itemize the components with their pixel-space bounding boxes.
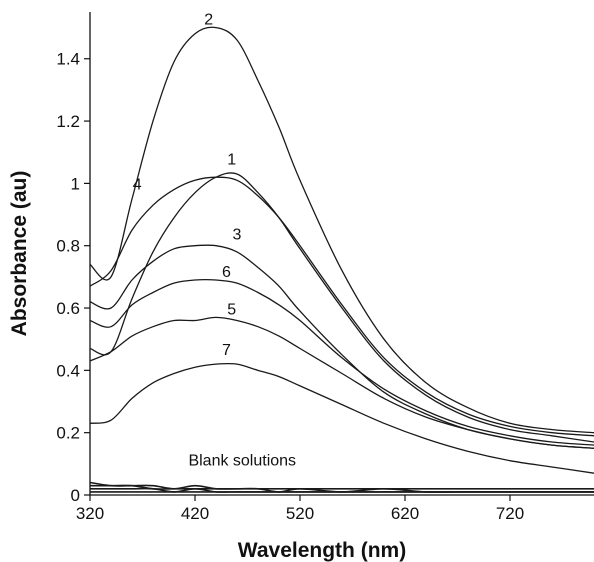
series-4-line xyxy=(89,176,594,437)
series-4-label: 4 xyxy=(133,177,142,194)
series-7-label: 7 xyxy=(222,342,231,359)
x-tick-label: 620 xyxy=(391,504,419,523)
y-ticks: 0 0.2 0.4 0.6 0.8 1 1.2 1.4 xyxy=(56,50,90,505)
y-tick-label: 1.4 xyxy=(56,50,80,69)
blank-solutions-annotation: Blank solutions xyxy=(188,452,296,469)
x-axis-title: Wavelength (nm) xyxy=(238,539,406,562)
series-5-line xyxy=(89,316,594,449)
y-tick-label: 1.2 xyxy=(56,112,80,131)
curve-labels: 1 2 3 4 5 6 7 xyxy=(133,11,242,358)
y-tick-label: 0.8 xyxy=(56,237,80,256)
y-tick-label: 0.4 xyxy=(56,361,80,380)
y-tick-label: 0.2 xyxy=(56,424,80,443)
series-1-line xyxy=(89,172,594,443)
series-2-line xyxy=(89,26,594,434)
y-tick-label: 0 xyxy=(71,486,80,505)
x-tick-label: 320 xyxy=(76,504,104,523)
x-tick-label: 520 xyxy=(286,504,314,523)
x-tick-label: 720 xyxy=(496,504,524,523)
series-3-line xyxy=(89,244,594,449)
x-ticks: 320 420 520 620 720 xyxy=(76,495,524,523)
absorbance-curves xyxy=(89,26,594,474)
y-axis-title: Absorbance (au) xyxy=(8,171,31,337)
series-2-label: 2 xyxy=(204,11,213,28)
series-6-line xyxy=(89,278,594,446)
blank-curves xyxy=(89,481,594,493)
x-tick-label: 420 xyxy=(181,504,209,523)
y-tick-label: 0.6 xyxy=(56,299,80,318)
series-6-label: 6 xyxy=(222,264,231,281)
series-5-label: 5 xyxy=(227,301,236,318)
y-tick-label: 1 xyxy=(71,174,80,193)
series-1-label: 1 xyxy=(227,152,236,169)
blank-solution-line xyxy=(89,481,594,493)
series-7-line xyxy=(89,362,594,474)
series-3-label: 3 xyxy=(233,226,242,243)
